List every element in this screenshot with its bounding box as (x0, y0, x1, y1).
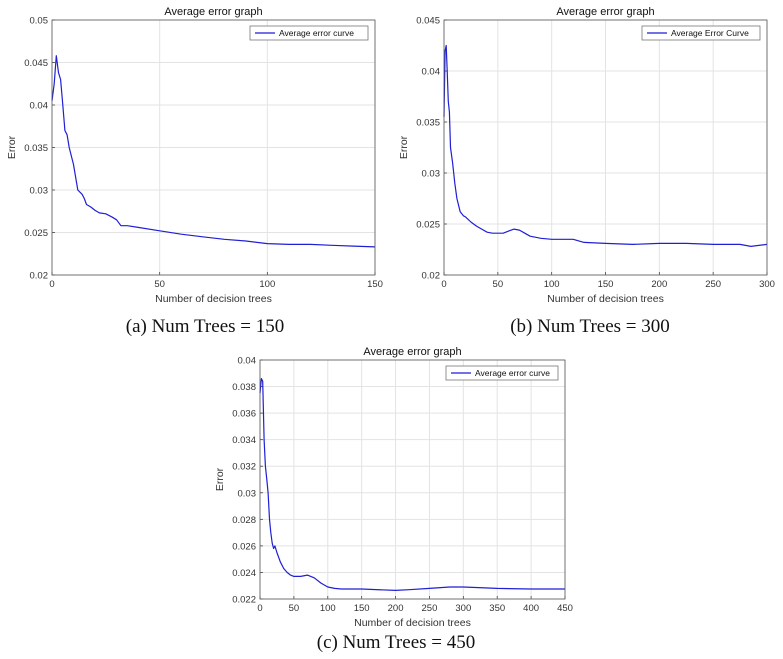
x-tick-label: 150 (598, 279, 614, 290)
x-tick-label: 450 (557, 603, 573, 614)
x-tick-label: 100 (259, 279, 275, 290)
y-tick-label: 0.05 (30, 16, 49, 27)
x-tick-label: 50 (154, 279, 165, 290)
y-tick-label: 0.04 (238, 356, 257, 367)
x-tick-label: 200 (651, 279, 667, 290)
y-tick-label: 0.02 (422, 271, 441, 282)
legend-label: Average Error Curve (671, 28, 749, 38)
chart-a: 0 50 100 150 0.02 0.025 0.03 0.035 0.04 0.045 0.05… (6, 6, 383, 305)
x-tick-label: 100 (320, 603, 336, 614)
axes-box (443, 19, 768, 276)
chart-c: 0 50 100 150 200 250 300 350 400 450 0.022 0.024 0.0… (214, 346, 573, 629)
y-tick-label: 0.045 (416, 16, 440, 27)
series-line (259, 377, 565, 591)
axes-box (51, 19, 376, 276)
y-tick-label: 0.032 (232, 462, 256, 473)
y-tick-label: 0.03 (422, 169, 441, 180)
y-tick-label: 0.03 (238, 488, 257, 499)
legend-box (445, 365, 559, 381)
chart-panel-c: 0 50 100 150 200 250 300 350 400 450 0.022 0.024 0.0… (205, 340, 585, 630)
plot-area (260, 360, 565, 599)
x-tick-label: 0 (257, 603, 262, 614)
caption-b: (b) Num Trees = 300 (510, 316, 670, 337)
y-tick-label: 0.03 (30, 186, 49, 197)
chart-title: Average error graph (363, 346, 461, 358)
x-tick-label: 300 (455, 603, 471, 614)
x-tick-label: 0 (441, 279, 446, 290)
y-axis-label: Error (214, 467, 226, 491)
series-line (443, 44, 768, 247)
y-tick-label: 0.035 (24, 143, 48, 154)
x-tick-label: 300 (759, 279, 775, 290)
x-tick-label: 400 (523, 603, 539, 614)
legend-label: Average error curve (279, 28, 354, 38)
x-tick-label: 350 (489, 603, 505, 614)
x-tick-label: 250 (422, 603, 438, 614)
y-tick-label: 0.022 (232, 595, 256, 606)
y-tick-label: 0.025 (416, 220, 440, 231)
chart-title: Average error graph (556, 6, 654, 18)
legend-box (249, 25, 369, 41)
x-tick-label: 200 (388, 603, 404, 614)
y-tick-label: 0.035 (416, 118, 440, 129)
legend-box (641, 25, 761, 41)
x-tick-label: 0 (49, 279, 54, 290)
x-tick-label: 50 (289, 603, 300, 614)
legend-label: Average error curve (475, 368, 550, 378)
y-tick-label: 0.02 (30, 271, 49, 282)
caption-a: (a) Num Trees = 150 (125, 316, 285, 337)
x-tick-label: 250 (705, 279, 721, 290)
x-tick-label: 50 (493, 279, 504, 290)
y-tick-label: 0.026 (232, 541, 256, 552)
y-tick-label: 0.025 (24, 228, 48, 239)
y-axis-label: Error (398, 135, 410, 159)
x-axis-label: Number of decision trees (155, 293, 272, 305)
y-tick-label: 0.04 (30, 101, 49, 112)
caption-c: (c) Num Trees = 450 (316, 632, 476, 653)
x-axis-label: Number of decision trees (547, 293, 664, 305)
series-line (51, 55, 376, 248)
y-tick-label: 0.038 (232, 382, 256, 393)
chart-b: 0 50 100 150 200 250 300 0.02 0.025 0.03 0.035 0.04… (398, 6, 775, 305)
chart-panel-a: 0 50 100 150 0.02 0.025 0.03 0.035 0.04 0.045 0.05… (0, 0, 390, 310)
y-axis-label: Error (6, 135, 18, 159)
x-tick-label: 150 (354, 603, 370, 614)
x-axis-label: Number of decision trees (354, 617, 471, 629)
y-tick-label: 0.024 (232, 568, 256, 579)
y-tick-label: 0.045 (24, 58, 48, 69)
chart-title: Average error graph (164, 6, 262, 18)
y-tick-label: 0.04 (422, 67, 441, 78)
y-tick-label: 0.028 (232, 515, 256, 526)
x-tick-label: 100 (544, 279, 560, 290)
chart-panel-b: 0 50 100 150 200 250 300 0.02 0.025 0.03 0.035 0.04… (392, 0, 783, 310)
x-tick-label: 150 (367, 279, 383, 290)
axes-box (259, 359, 566, 600)
y-tick-label: 0.034 (232, 435, 256, 446)
y-tick-label: 0.036 (232, 409, 256, 420)
